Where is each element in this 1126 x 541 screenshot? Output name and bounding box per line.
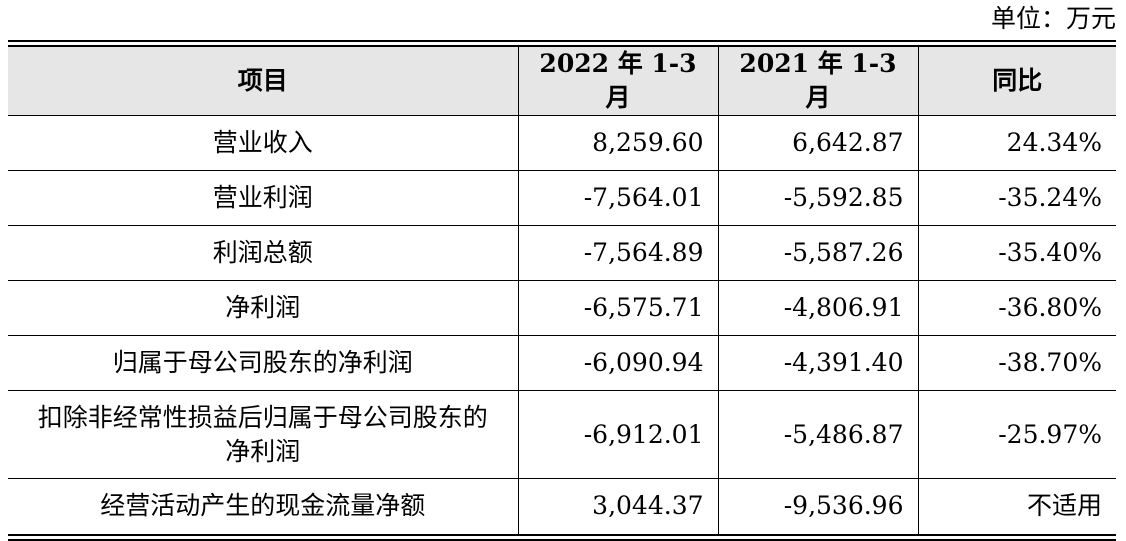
row-item-label: 营业利润: [8, 170, 518, 226]
row-value-2022: 8,259.60: [517, 115, 718, 171]
table-row: 经营活动产生的现金流量净额 3,044.37 -9,536.96 不适用: [8, 478, 1116, 534]
row-value-2021: -5,587.26: [717, 225, 918, 281]
row-value-2022: -6,575.71: [517, 280, 718, 336]
financial-table: 项目 2022 年 1-3 月 2021 年 1-3 月 同比 营业收入 8,2…: [8, 47, 1116, 534]
row-value-2022: -7,564.01: [517, 170, 718, 226]
row-value-2022: 3,044.37: [517, 478, 718, 534]
row-item-label: 利润总额: [8, 225, 518, 281]
row-yoy: -25.97%: [917, 390, 1116, 479]
row-value-2022: -6,090.94: [517, 335, 718, 391]
row-value-2021: -9,536.96: [717, 478, 918, 534]
table-row: 营业收入 8,259.60 6,642.87 24.34%: [8, 115, 1116, 171]
row-yoy: 24.34%: [917, 115, 1116, 171]
unit-label: 单位：万元: [990, 4, 1116, 33]
row-yoy: 不适用: [917, 478, 1116, 534]
table-row: 利润总额 -7,564.89 -5,587.26 -35.40%: [8, 225, 1116, 281]
row-value-2022: -7,564.89: [517, 225, 718, 281]
row-item-label: 营业收入: [8, 115, 518, 171]
row-yoy: -36.80%: [917, 280, 1116, 336]
table-top-rule-inner: [8, 45, 1116, 47]
row-item-label: 归属于母公司股东的净利润: [8, 335, 518, 391]
header-yoy: 同比: [917, 47, 1116, 116]
table-row: 净利润 -6,575.71 -4,806.91 -36.80%: [8, 280, 1116, 336]
row-item-label: 净利润: [8, 280, 518, 336]
row-value-2022: -6,912.01: [517, 390, 718, 479]
table-row: 归属于母公司股东的净利润 -6,090.94 -4,391.40 -38.70%: [8, 335, 1116, 391]
header-2021-q1: 2021 年 1-3 月: [717, 47, 918, 116]
row-yoy: -35.24%: [917, 170, 1116, 226]
row-yoy: -35.40%: [917, 225, 1116, 281]
financial-summary-table: 项目 2022 年 1-3 月 2021 年 1-3 月 同比 营业收入 8,2…: [8, 40, 1116, 541]
row-value-2021: -4,391.40: [717, 335, 918, 391]
table-top-rule: [8, 40, 1116, 42]
row-yoy: -38.70%: [917, 335, 1116, 391]
table-header-row: 项目 2022 年 1-3 月 2021 年 1-3 月 同比: [8, 47, 1116, 116]
row-value-2021: -5,592.85: [717, 170, 918, 226]
table-row: 扣除非经常性损益后归属于母公司股东的净利润 -6,912.01 -5,486.8…: [8, 390, 1116, 479]
row-value-2021: -5,486.87: [717, 390, 918, 479]
table-bottom-rule-outer: [8, 538, 1116, 541]
header-item: 项目: [8, 47, 518, 116]
row-value-2021: 6,642.87: [717, 115, 918, 171]
table-row: 营业利润 -7,564.01 -5,592.85 -35.24%: [8, 170, 1116, 226]
header-2022-q1: 2022 年 1-3 月: [517, 47, 718, 116]
row-value-2021: -4,806.91: [717, 280, 918, 336]
row-item-label: 经营活动产生的现金流量净额: [8, 478, 518, 534]
row-item-label: 扣除非经常性损益后归属于母公司股东的净利润: [8, 390, 518, 479]
